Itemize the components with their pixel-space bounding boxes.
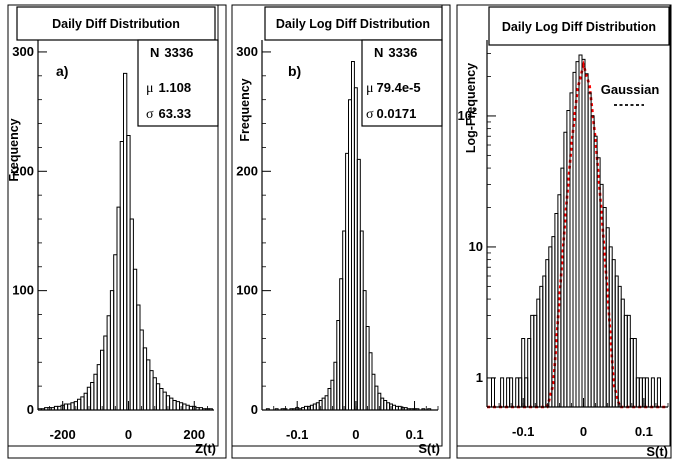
panel-c-ylabel: Log-Frequency: [464, 63, 478, 153]
b-y-tick-label: 100: [236, 283, 258, 298]
c-x-tick-label: -0.1: [512, 424, 534, 439]
panel-a-xlabel: Z(t): [195, 441, 216, 456]
panel-a-tick-labels: -200 0 200 0 100 200 300: [12, 44, 205, 442]
c-y-tick-label: 10: [469, 239, 483, 254]
a-x-tick-label: 0: [125, 427, 132, 442]
c-hist-bin: [509, 377, 514, 407]
panel-b-stats-entries: N 3336: [374, 45, 417, 60]
panel-b-xlabel: S(t): [418, 441, 440, 456]
panel-c-title: Daily Log Diff Distribution: [502, 20, 656, 34]
a-y-tick-label: 0: [27, 402, 34, 417]
c-hist-bin: [656, 377, 661, 407]
c-hist-bin: [632, 338, 637, 407]
c-hist-bin: [521, 338, 526, 407]
panel-a-stats-entries: N 3336: [150, 45, 193, 60]
panel-a-stats-box: N 3336 μ 1.108 σ 63.33: [137, 39, 219, 127]
c-hist-bin: [500, 377, 505, 407]
panel-b-ylabel: Frequency: [238, 78, 252, 141]
panel-b-title-box: [264, 6, 443, 41]
b-x-tick-label: -0.1: [286, 427, 308, 442]
b-y-tick-label: 0: [251, 402, 258, 417]
b-x-tick-label: 0.1: [405, 427, 423, 442]
panel-a-title-box: [16, 6, 216, 41]
a-x-tick-label: 200: [183, 427, 205, 442]
c-x-tick-label: 0.1: [635, 424, 653, 439]
a-y-tick-label: 300: [12, 44, 34, 59]
panel-b-daily-log-diff: -0.1 0 0.1 0 100 200 300 Daily Log Diff Distri…: [231, 4, 451, 459]
panel-a-label: a): [56, 63, 68, 79]
a-y-tick-label: 200: [12, 163, 34, 178]
panel-c-xlabel: S(t): [646, 444, 668, 459]
panel-b-stats-box: N 3336 μ 79.4e-5 σ 0.0171: [361, 39, 443, 127]
panel-a-stats-mean: μ 1.108: [146, 80, 191, 96]
panel-c-title-box: [488, 6, 670, 46]
panel-a-ylabel: Frequency: [7, 118, 21, 181]
panel-b-label: b): [288, 63, 301, 79]
panel-b-title: Daily Log Diff Distribution: [276, 17, 430, 31]
c-y-tick-label: 1: [476, 370, 483, 385]
panel-b-axes: [261, 40, 439, 411]
panel-a-histogram: [37, 72, 213, 410]
a-y-tick-label: 100: [12, 283, 34, 298]
panel-a-stats-frame: [137, 39, 219, 127]
c-hist-bin: [650, 377, 655, 407]
panel-a-axes: [37, 40, 214, 411]
c-hist-bin: [644, 377, 649, 407]
c-x-tick-label: 0: [580, 424, 587, 439]
panel-c-legend: Gaussian: [601, 82, 660, 106]
b-x-tick-label: 0: [352, 427, 359, 442]
a-x-tick-label: -200: [50, 427, 76, 442]
panel-b-stats-frame: [361, 39, 443, 127]
panel-a-daily-diff: -200 0 200 0 100 200 300 Daily Diff Distributi…: [7, 4, 227, 459]
panel-b-stats-mean: μ 79.4e-5: [366, 80, 421, 96]
b-y-tick-label: 300: [236, 44, 258, 59]
panel-c-legend-label: Gaussian: [601, 82, 660, 97]
panel-b-tick-labels: -0.1 0 0.1 0 100 200 300: [236, 44, 423, 442]
b-y-tick-label: 200: [236, 163, 258, 178]
panel-b-stats-sigma: σ 0.0171: [366, 106, 416, 122]
panel-c-histogram: [491, 54, 661, 407]
panel-c-axes: [486, 40, 669, 408]
panel-a-title: Daily Diff Distribution: [52, 17, 180, 31]
panel-a-stats-sigma: σ 63.33: [146, 106, 191, 122]
